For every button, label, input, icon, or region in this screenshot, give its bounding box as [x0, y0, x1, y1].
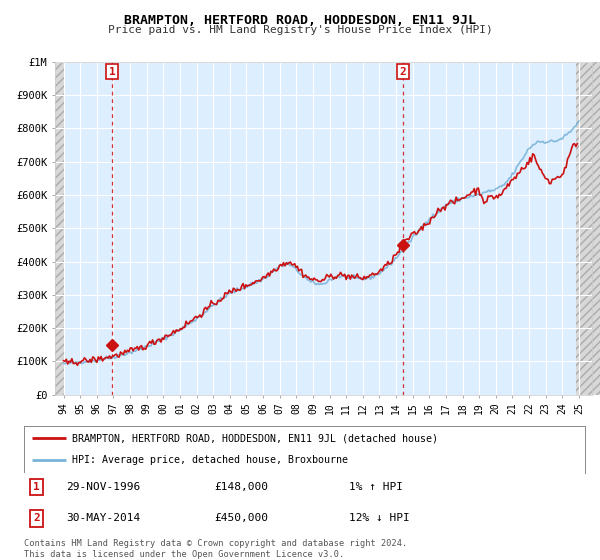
Text: Contains HM Land Registry data © Crown copyright and database right 2024.
This d: Contains HM Land Registry data © Crown c… [24, 539, 407, 559]
Bar [55, 62, 64, 395]
Text: 1% ↑ HPI: 1% ↑ HPI [349, 482, 403, 492]
Text: 30-MAY-2014: 30-MAY-2014 [66, 514, 140, 524]
Bar [575, 62, 600, 395]
Text: 1: 1 [33, 482, 40, 492]
Text: Price paid vs. HM Land Registry's House Price Index (HPI): Price paid vs. HM Land Registry's House … [107, 25, 493, 35]
Text: HPI: Average price, detached house, Broxbourne: HPI: Average price, detached house, Brox… [71, 455, 347, 465]
Text: £148,000: £148,000 [215, 482, 269, 492]
Text: 12% ↓ HPI: 12% ↓ HPI [349, 514, 410, 524]
Text: BRAMPTON, HERTFORD ROAD, HODDESDON, EN11 9JL (detached house): BRAMPTON, HERTFORD ROAD, HODDESDON, EN11… [71, 433, 437, 444]
Text: BRAMPTON, HERTFORD ROAD, HODDESDON, EN11 9JL: BRAMPTON, HERTFORD ROAD, HODDESDON, EN11… [124, 14, 476, 27]
Text: 29-NOV-1996: 29-NOV-1996 [66, 482, 140, 492]
Text: 2: 2 [400, 67, 406, 77]
Text: 1: 1 [109, 67, 115, 77]
Text: 2: 2 [33, 514, 40, 524]
Text: £450,000: £450,000 [215, 514, 269, 524]
